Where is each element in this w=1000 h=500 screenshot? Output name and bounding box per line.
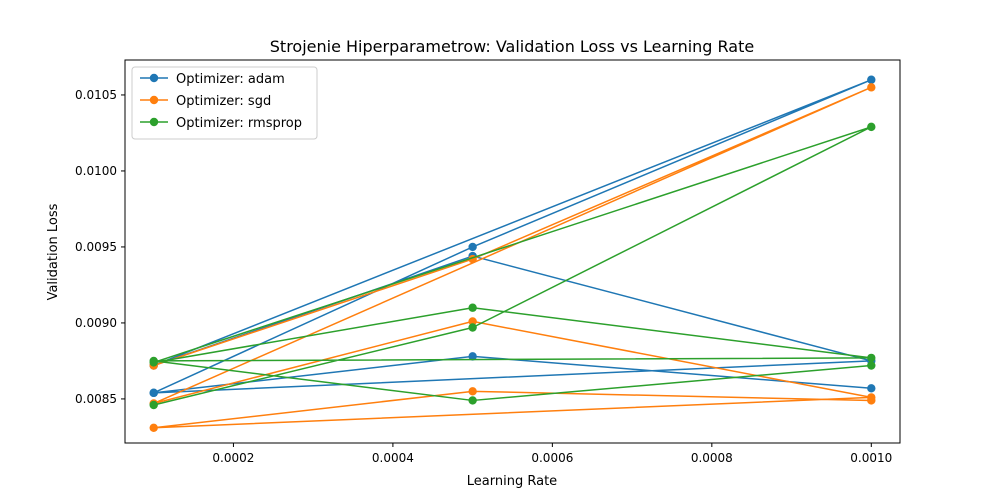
- legend: Optimizer: adam Optimizer: sgd Optimizer: …: [131, 66, 318, 140]
- data-point: [867, 83, 876, 92]
- data-point: [149, 423, 158, 433]
- data-point: [468, 352, 477, 361]
- legend-marker: [149, 117, 159, 127]
- y-tick-label: 0.0105: [75, 88, 117, 102]
- data-point: [867, 353, 876, 363]
- data-point: [149, 400, 158, 410]
- data-point: [149, 388, 158, 398]
- series-group: [149, 83, 876, 433]
- x-axis-label: Learning Rate: [467, 474, 557, 489]
- axis-ticks: 0.0002 0.0004 0.0006 0.0008 0.0010 0.0085 0.00…: [75, 88, 892, 465]
- chart-title: Strojenie Hiperparametrow: Validation Lo…: [270, 37, 754, 56]
- data-point: [867, 361, 876, 370]
- legend-label: Optimizer: sgd: [176, 94, 271, 109]
- data-point: [468, 242, 477, 252]
- data-point: [867, 396, 876, 405]
- legend-marker: [149, 95, 159, 105]
- legend-label: Optimizer: adam: [176, 72, 285, 87]
- series-group: [149, 122, 876, 410]
- data-point: [867, 75, 876, 84]
- y-tick-label: 0.0085: [75, 392, 117, 406]
- y-axis-label: Validation Loss: [46, 203, 61, 300]
- y-tick-label: 0.0090: [75, 316, 117, 330]
- data-point: [468, 317, 477, 326]
- x-tick-label: 0.0006: [531, 451, 573, 465]
- y-tick-label: 0.0100: [75, 164, 117, 178]
- data-point: [867, 122, 876, 132]
- data-point: [867, 384, 876, 393]
- x-tick-label: 0.0010: [850, 451, 892, 465]
- data-point: [149, 356, 158, 366]
- x-tick-label: 0.0004: [372, 451, 414, 465]
- plot-lines: [149, 75, 876, 433]
- legend-box: [131, 66, 318, 140]
- x-tick-label: 0.0002: [212, 451, 254, 465]
- legend-label: Optimizer: rmsprop: [176, 116, 302, 131]
- legend-marker: [149, 73, 159, 83]
- y-tick-label: 0.0095: [75, 240, 117, 254]
- data-point: [468, 387, 477, 396]
- x-tick-label: 0.0008: [691, 451, 733, 465]
- plot-frame: [124, 59, 901, 444]
- data-point: [468, 396, 477, 405]
- data-point: [468, 323, 477, 332]
- data-point: [468, 303, 477, 312]
